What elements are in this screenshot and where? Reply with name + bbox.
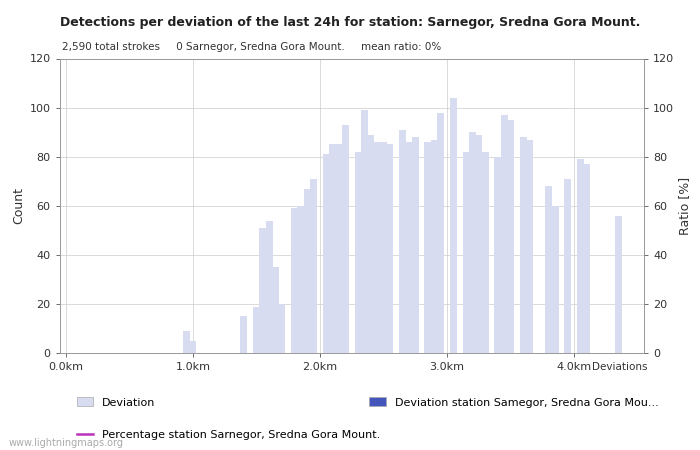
Bar <box>259 228 266 353</box>
Bar <box>310 179 317 353</box>
Bar <box>545 186 552 353</box>
Bar <box>405 142 412 353</box>
Bar <box>266 220 273 353</box>
Bar <box>380 142 387 353</box>
Bar <box>183 331 190 353</box>
Bar <box>190 341 197 353</box>
Bar <box>475 135 482 353</box>
Bar <box>361 110 368 353</box>
Bar <box>335 144 342 353</box>
Bar <box>500 115 508 353</box>
Bar <box>298 206 304 353</box>
Bar <box>494 157 501 353</box>
Bar <box>291 208 298 353</box>
Bar <box>482 152 489 353</box>
Bar <box>507 120 514 353</box>
Y-axis label: Ratio [%]: Ratio [%] <box>678 177 692 235</box>
Bar <box>342 125 349 353</box>
Bar <box>240 316 247 353</box>
Text: 2,590 total strokes     0 Sarnegor, Sredna Gora Mount.     mean ratio: 0%: 2,590 total strokes 0 Sarnegor, Sredna G… <box>62 42 442 52</box>
Bar <box>253 306 260 353</box>
Bar <box>386 144 393 353</box>
Bar <box>583 164 590 353</box>
Bar <box>430 140 438 353</box>
Bar <box>323 154 330 353</box>
Bar <box>469 132 476 353</box>
Bar <box>355 152 362 353</box>
Bar <box>272 267 279 353</box>
Bar <box>329 144 336 353</box>
Bar <box>304 189 311 353</box>
Bar <box>615 216 622 353</box>
Text: Detections per deviation of the last 24h for station: Sarnegor, Sredna Gora Moun: Detections per deviation of the last 24h… <box>60 16 640 29</box>
Legend: Deviation station Samegor, Sredna Gora Mou...: Deviation station Samegor, Sredna Gora M… <box>369 397 658 408</box>
Bar <box>564 179 571 353</box>
Bar <box>399 130 406 353</box>
Bar <box>450 98 457 353</box>
Bar <box>520 137 527 353</box>
Bar <box>463 152 470 353</box>
Text: Deviations: Deviations <box>592 362 648 372</box>
Bar <box>577 159 584 353</box>
Bar <box>438 112 444 353</box>
Bar <box>526 140 533 353</box>
Bar <box>368 135 374 353</box>
Bar <box>374 142 381 353</box>
Bar <box>424 142 431 353</box>
Bar <box>412 137 419 353</box>
Y-axis label: Count: Count <box>12 187 25 225</box>
Bar <box>552 206 559 353</box>
Text: www.lightningmaps.org: www.lightningmaps.org <box>8 438 123 448</box>
Bar <box>279 304 286 353</box>
